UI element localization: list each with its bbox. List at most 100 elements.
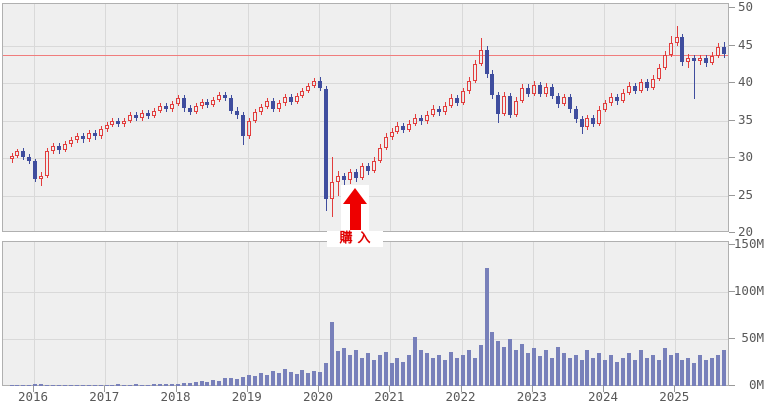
candle — [549, 86, 554, 96]
candle-wick — [154, 116, 155, 119]
candle — [698, 58, 703, 62]
volume-bar — [122, 385, 127, 386]
candle-wick — [314, 86, 315, 89]
volume-panel[interactable] — [2, 241, 729, 386]
candle-wick — [688, 53, 689, 58]
candle-wick — [659, 78, 660, 81]
candle — [175, 98, 180, 104]
candle — [235, 110, 240, 116]
axis-tick — [729, 385, 735, 386]
candle-wick — [112, 118, 113, 122]
candle-wick — [112, 125, 113, 128]
candle — [615, 96, 620, 101]
candle-wick — [77, 140, 78, 143]
candle — [134, 115, 139, 119]
volume-bar — [229, 377, 234, 386]
candle-wick — [65, 140, 66, 144]
axis-tick — [729, 119, 735, 121]
candle-wick — [677, 26, 678, 37]
candle-wick — [712, 52, 713, 56]
volume-bar — [62, 385, 67, 386]
candle — [21, 151, 26, 157]
volume-bar — [235, 379, 240, 386]
candle-wick — [107, 128, 108, 132]
candle-wick — [463, 87, 464, 92]
candle — [722, 47, 726, 54]
candle-wick — [576, 119, 577, 123]
candle — [389, 131, 394, 137]
candle-wick — [41, 172, 42, 176]
volume-bar — [15, 385, 20, 386]
volume-bar — [247, 374, 251, 386]
candle-wick — [273, 109, 274, 113]
candle-wick — [356, 177, 357, 182]
volume-bar — [478, 344, 483, 386]
candle — [140, 113, 145, 119]
volume-bar — [395, 357, 400, 386]
candle-wick — [487, 74, 488, 78]
candle-wick — [540, 94, 541, 98]
candle-wick — [344, 179, 345, 187]
candle-wick — [475, 80, 476, 83]
year-label: 2022 — [445, 389, 476, 404]
candle — [591, 118, 596, 124]
candle-wick — [409, 119, 410, 124]
axis-tick — [603, 386, 604, 392]
candle-wick — [285, 94, 286, 98]
candle-wick — [190, 111, 191, 116]
candle-wick — [285, 103, 286, 106]
candle-wick — [326, 86, 327, 89]
volume-bar — [454, 357, 459, 386]
candle-wick — [314, 77, 315, 81]
candle — [466, 80, 471, 92]
candle-wick — [439, 105, 440, 109]
year-gridline — [319, 242, 320, 385]
candle — [680, 36, 685, 62]
volume-bar — [371, 359, 376, 386]
candle — [716, 47, 721, 56]
axis-tick — [729, 44, 735, 46]
candle-wick — [47, 148, 48, 152]
volume-bar — [710, 357, 715, 386]
candle-wick — [671, 35, 672, 44]
candle-wick — [178, 104, 179, 107]
candle — [300, 90, 305, 96]
candle — [686, 57, 691, 62]
candle — [57, 146, 61, 150]
volume-bar — [466, 350, 471, 386]
volume-bar — [615, 361, 620, 386]
candle-wick — [629, 92, 630, 95]
year-label: 2018 — [160, 389, 191, 404]
candle — [603, 103, 608, 110]
candle-wick — [142, 118, 143, 121]
volume-bar — [264, 374, 269, 386]
candle — [205, 101, 210, 105]
axis-tick — [33, 386, 34, 392]
candle-wick — [492, 95, 493, 99]
volume-bar — [288, 371, 293, 386]
year-gridline — [176, 242, 178, 385]
candle-wick — [178, 95, 179, 98]
candle-wick — [451, 105, 452, 108]
volume-bar — [579, 359, 584, 386]
candle-wick — [599, 123, 600, 126]
candle-wick — [368, 163, 369, 167]
volume-bar — [306, 372, 311, 386]
candle — [442, 105, 447, 113]
volume-bar — [199, 381, 204, 386]
candle-wick — [469, 91, 470, 94]
candle — [80, 136, 85, 140]
volume-bar — [561, 353, 566, 386]
candle-wick — [427, 121, 428, 124]
candle-wick — [273, 98, 274, 101]
buy-label: 購入 — [327, 231, 383, 247]
candle-wick — [718, 42, 719, 47]
candle-wick — [677, 43, 678, 47]
year-gridline — [461, 242, 463, 385]
volume-bar — [300, 370, 305, 386]
axis-tick — [729, 244, 735, 245]
volume-bar — [258, 372, 263, 386]
candle — [650, 78, 655, 88]
candle-wick — [219, 99, 220, 102]
volume-bar — [21, 385, 26, 386]
